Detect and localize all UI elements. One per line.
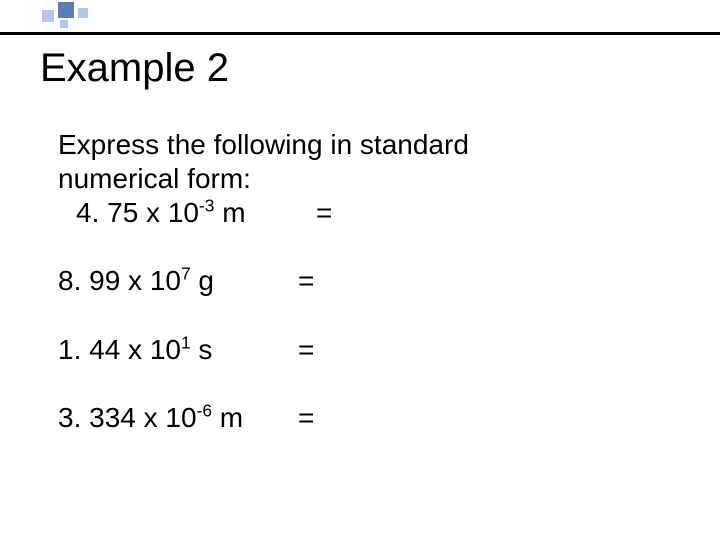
coefficient: 8. 99 — [58, 265, 120, 296]
exponent: 1 — [181, 332, 191, 352]
expression-row: 4. 75 x 10-3 m = — [58, 196, 678, 230]
equals-sign: = — [316, 196, 332, 230]
intro-text: Express the following in standard numeri… — [58, 128, 678, 196]
exponent: -6 — [197, 400, 212, 420]
deco-square — [78, 8, 88, 18]
expression: 1. 44 x 101 s — [58, 333, 298, 367]
expression-row: 8. 99 x 107 g = — [58, 264, 678, 298]
base: x 10 — [120, 334, 181, 365]
slide-content: Express the following in standard numeri… — [58, 128, 678, 435]
equals-sign: = — [298, 264, 314, 298]
corner-decoration — [0, 0, 120, 30]
deco-square — [60, 20, 68, 28]
expression-row: 1. 44 x 101 s = — [58, 333, 678, 367]
intro-line-1: Express the following in standard — [58, 129, 469, 160]
exponent: 7 — [181, 264, 191, 284]
slide-title: Example 2 — [40, 46, 229, 91]
equals-sign: = — [298, 401, 314, 435]
horizontal-rule — [0, 32, 720, 35]
expression-row: 3. 334 x 10-6 m = — [58, 401, 678, 435]
base: x 10 — [120, 265, 181, 296]
expression: 4. 75 x 10-3 m — [76, 196, 316, 230]
coefficient: 4. 75 — [76, 197, 138, 228]
base: x 10 — [138, 197, 199, 228]
unit: s — [191, 334, 213, 365]
coefficient: 1. 44 — [58, 334, 120, 365]
unit: m — [214, 197, 245, 228]
equals-sign: = — [298, 333, 314, 367]
coefficient: 3. 334 — [58, 402, 136, 433]
base: x 10 — [136, 402, 197, 433]
exponent: -3 — [199, 196, 214, 216]
intro-line-2: numerical form: — [58, 163, 251, 194]
unit: m — [212, 402, 243, 433]
deco-square — [42, 10, 54, 22]
expression: 8. 99 x 107 g — [58, 264, 298, 298]
unit: g — [191, 265, 214, 296]
deco-square — [58, 2, 74, 18]
expression: 3. 334 x 10-6 m — [58, 401, 298, 435]
